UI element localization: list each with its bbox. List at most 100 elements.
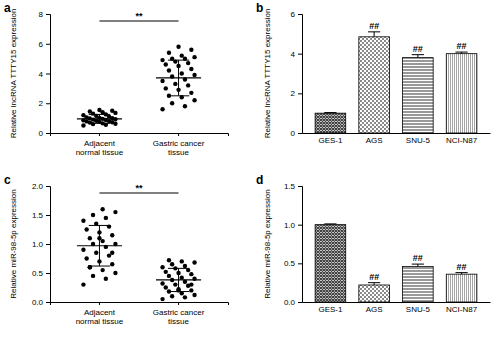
x-tick-label: SNU-5 [406,136,431,145]
y-tick-mark [46,215,50,216]
significance-label: ** [135,183,143,193]
sd-bar [178,268,179,291]
point [110,251,114,255]
x-tick-label-line: normal tissue [76,317,124,326]
x-tick: SNU-5 [406,302,431,314]
y-axis: 0246 [291,10,303,138]
x-tick-label-line: tissue [168,317,189,326]
point [189,288,193,292]
x-tick-label-line: GES-1 [318,305,343,314]
x-tick-label-line: tissue [168,148,189,157]
y-tick-label: 8 [39,10,44,19]
x-axis-line [51,134,229,137]
sd-bar [178,60,179,96]
y-tick-label: 2.0 [32,182,44,191]
point [180,53,184,57]
y-tick: 2 [291,89,302,98]
x-tick-label: AGS [366,136,383,145]
y-tick: 0.5 [284,259,302,268]
x-axis: GES-1AGSSNU-5NCI-N87 [303,302,491,314]
y-tick-mark [46,186,50,187]
x-tick: Gastric cancertissue [153,302,205,326]
bar [359,285,390,302]
marks [77,207,201,301]
sd-cap [89,225,110,226]
x-tick: GES-1 [318,302,343,314]
x-tick-label: Adjacentnormal tissue [76,139,124,157]
y-tick: 2.0 [32,182,50,191]
point [183,104,187,108]
y-tick-label: 2 [39,99,44,108]
bar [403,266,434,302]
bar [315,225,346,302]
y-tick: 6 [291,10,302,19]
sd-bar [99,114,100,123]
x-tick-label-line: Gastric cancer [153,139,205,148]
y-tick-mark [298,54,302,55]
x-tick-label-line: SNU-5 [406,305,431,314]
x-tick-label: Adjacentnormal tissue [76,308,124,326]
point [183,295,187,299]
x-axis-line [303,133,491,134]
point [167,50,171,54]
y-tick-label: 1.5 [284,182,296,191]
point [192,260,196,264]
point [160,265,164,269]
error-bar [374,32,375,37]
x-tick: Gastric cancertissue [153,133,205,157]
y-tick-label: 0.5 [284,259,296,268]
y-tick-mark [46,14,50,15]
point [167,274,171,278]
point [192,55,196,59]
y-tick-mark [46,133,50,134]
point [167,258,171,262]
sd-cap [168,60,189,61]
point [110,233,114,237]
point [81,123,85,127]
sd-cap [168,291,189,292]
x-axis-line [51,303,229,306]
x-tick-label-line: normal tissue [76,148,124,157]
point [160,58,164,62]
point [189,48,193,52]
x-tick-label: Gastric cancertissue [153,139,205,157]
error-cap [412,264,424,265]
annotations: ** [99,183,178,193]
point [192,98,196,102]
x-tick: Adjacentnormal tissue [76,133,124,157]
point [164,86,168,90]
point [180,71,184,75]
x-tick-label: GES-1 [318,136,343,145]
error-cap [455,52,467,53]
x-tick-label: NCI-N87 [446,136,478,145]
bar [403,58,434,133]
point [81,113,85,117]
y-tick-mark [298,93,302,94]
point [183,264,187,268]
point [110,108,114,112]
panel-label: d [256,173,263,187]
significance-label: ## [413,253,423,263]
point [84,227,88,231]
annotations: ** [99,11,178,21]
y-axis-title: Relative miR-98-5p expression [9,189,18,298]
x-tick-label: Gastric cancertissue [153,308,205,326]
bar [446,54,477,133]
marks [77,45,201,128]
y-axis-title: Relative lncRNA TTTY15 expression [9,9,18,139]
point [167,68,171,72]
y-tick: 1.5 [284,182,302,191]
point [160,281,164,285]
y-tick-mark [298,225,302,226]
x-axis: Adjacentnormal tissue Gastric cancertissu… [51,133,229,157]
y-tick-mark [298,263,302,264]
y-axis: 02468 [39,10,51,138]
point [91,274,95,278]
significance-label: ** [135,11,143,21]
y-tick: 1.0 [284,221,302,230]
bar [315,113,346,133]
point [100,207,104,211]
point [104,277,108,281]
y-axis-title: Relative miR-98-5p expression [263,189,272,298]
figure: a02468Relative lncRNA TTTY15 expressionA… [0,0,500,345]
